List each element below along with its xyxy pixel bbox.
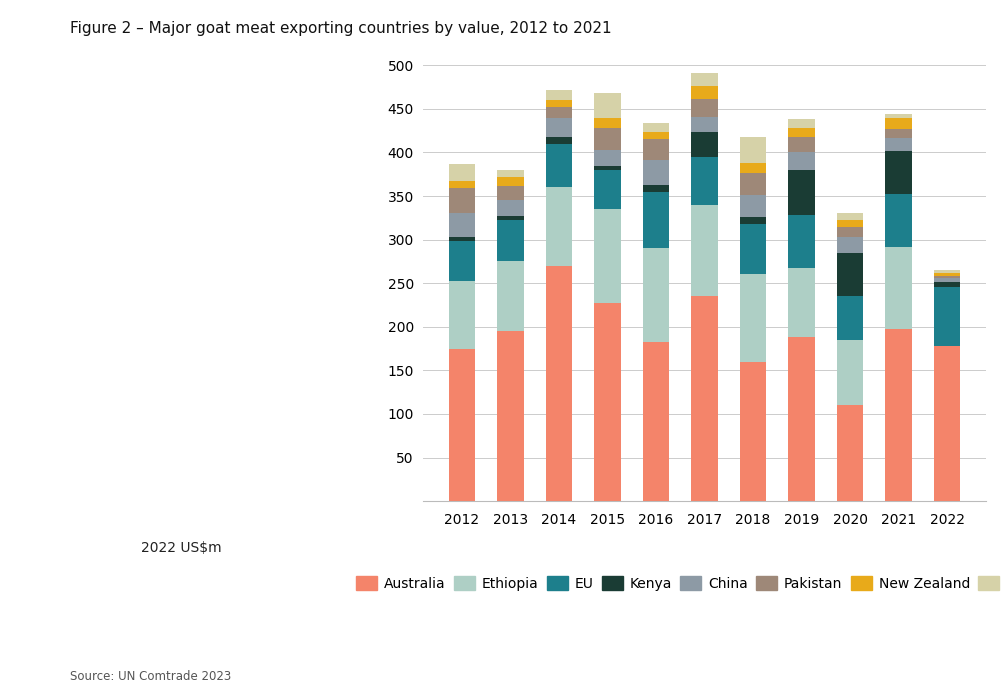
Bar (885, 138, 912, 150)
Bar (497, 177, 524, 186)
Bar (691, 116, 718, 132)
Bar (448, 182, 475, 188)
Bar (740, 173, 767, 195)
Bar (691, 73, 718, 86)
Bar (788, 119, 815, 128)
Bar (788, 152, 815, 170)
Bar (497, 220, 524, 261)
Bar (885, 194, 912, 247)
Text: Figure 2 – Major goat meat exporting countries by value, 2012 to 2021: Figure 2 – Major goat meat exporting cou… (70, 21, 612, 36)
Bar (837, 405, 863, 501)
Bar (934, 270, 960, 273)
Bar (934, 282, 960, 287)
Bar (497, 216, 524, 220)
Bar (740, 224, 767, 274)
Bar (643, 192, 670, 248)
Bar (691, 132, 718, 157)
Bar (594, 304, 621, 501)
Bar (594, 93, 621, 118)
Bar (740, 195, 767, 217)
Bar (691, 99, 718, 116)
Bar (837, 237, 863, 253)
Bar (546, 100, 573, 107)
Bar (497, 331, 524, 501)
Bar (788, 137, 815, 152)
Bar (546, 143, 573, 187)
Bar (934, 346, 960, 501)
Bar (788, 267, 815, 337)
Bar (837, 297, 863, 340)
Bar (740, 163, 767, 173)
Bar (643, 342, 670, 501)
Bar (643, 248, 670, 342)
Text: Source: UN Comtrade 2023: Source: UN Comtrade 2023 (70, 669, 231, 683)
Bar (546, 107, 573, 118)
Bar (594, 170, 621, 209)
Bar (448, 281, 475, 349)
Bar (885, 247, 912, 329)
Bar (885, 114, 912, 119)
Bar (643, 132, 670, 139)
Bar (546, 187, 573, 266)
Bar (448, 188, 475, 213)
Bar (643, 185, 670, 192)
Bar (788, 128, 815, 137)
Bar (788, 337, 815, 501)
Bar (885, 150, 912, 194)
Bar (885, 129, 912, 138)
Bar (788, 216, 815, 267)
Bar (546, 137, 573, 143)
Bar (691, 204, 718, 297)
Bar (885, 329, 912, 501)
Bar (448, 241, 475, 281)
Legend: Australia, Ethiopia, EU, Kenya, China, Pakistan, New Zealand, Others: Australia, Ethiopia, EU, Kenya, China, P… (350, 570, 1001, 596)
Bar (594, 166, 621, 170)
Bar (448, 237, 475, 241)
Bar (546, 118, 573, 137)
Bar (448, 213, 475, 237)
Bar (691, 157, 718, 204)
Bar (934, 287, 960, 346)
Bar (594, 209, 621, 304)
Bar (546, 89, 573, 100)
Bar (934, 273, 960, 277)
Bar (691, 297, 718, 501)
Bar (643, 123, 670, 132)
Bar (837, 220, 863, 227)
Bar (643, 139, 670, 160)
Bar (934, 277, 960, 278)
Bar (837, 253, 863, 297)
Bar (837, 340, 863, 405)
Bar (740, 362, 767, 501)
Bar (497, 200, 524, 216)
Bar (885, 119, 912, 129)
Bar (497, 186, 524, 200)
Bar (934, 278, 960, 282)
Bar (546, 266, 573, 501)
Bar (643, 160, 670, 185)
Bar (740, 137, 767, 163)
Bar (740, 217, 767, 224)
Bar (594, 128, 621, 150)
Bar (788, 170, 815, 216)
Bar (448, 164, 475, 182)
Text: 2022 US$m: 2022 US$m (141, 541, 222, 555)
Bar (594, 150, 621, 166)
Bar (837, 227, 863, 237)
Bar (594, 118, 621, 128)
Bar (497, 170, 524, 177)
Bar (448, 349, 475, 501)
Bar (740, 274, 767, 362)
Bar (837, 213, 863, 220)
Bar (691, 86, 718, 99)
Bar (497, 261, 524, 331)
